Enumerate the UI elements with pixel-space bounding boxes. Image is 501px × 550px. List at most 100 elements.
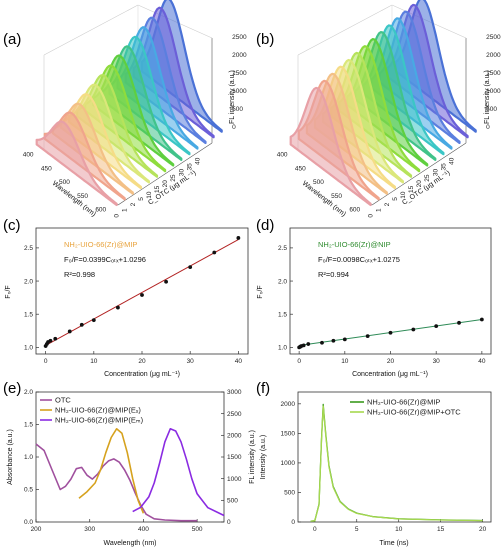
intensity-tick: 0: [232, 124, 236, 131]
y2-tick-label: 1000: [227, 476, 242, 483]
fit-line: [45, 239, 239, 346]
x-tick-label: 20: [479, 526, 487, 533]
spectrum-ridge-0: [35, 120, 118, 207]
panel-c-x-axis-label: Concentration (μg mL⁻¹): [104, 371, 180, 378]
panel-a-3d-chart: 4004505005506000125101520253035400500100…: [23, 0, 247, 218]
panel-b-ticks: 4004505005506000125101520253035400500100…: [277, 34, 501, 217]
x-tick-label: 10: [395, 526, 403, 533]
series-line-1: [78, 428, 145, 514]
wavelength-tick: 600: [349, 207, 360, 214]
wavelength-tick: 500: [59, 179, 70, 186]
panel-f-plot-frame: [297, 391, 492, 523]
data-point: [53, 336, 58, 341]
panel-c-r-squared: R²=0.998: [64, 270, 95, 279]
x-tick-label: 40: [478, 358, 486, 365]
data-point: [164, 279, 168, 284]
data-point: [116, 305, 120, 310]
intensity-tick: 0: [486, 124, 490, 131]
concentration-tick: 15: [408, 185, 415, 193]
data-point: [140, 293, 144, 297]
y-tick-label: 1500: [281, 431, 296, 438]
panel-c-material-label: NH₂-UIO-66(Zr)@MIP: [64, 240, 137, 249]
data-point: [434, 324, 439, 329]
series-line-0: [35, 443, 198, 522]
wavelength-tick: 600: [95, 207, 106, 214]
concentration-tick: 30: [178, 168, 185, 176]
panel-label-f: (f): [256, 380, 270, 397]
panel-d-calibration-chart: 0 10 20 30 40 1.0 1.5 2.0 2.5 NH₂-UIO-66(Zr)@NIP…: [257, 227, 492, 378]
panel-c-calibration-chart: 0 10 20 30 40 1.0 1.5 2.0 2.5 NH₂-UIO-66(Zr)@MIP…: [5, 227, 249, 378]
data-point: [79, 322, 84, 327]
x-tick-label: 30: [187, 358, 195, 365]
decay-curve-0: [310, 403, 483, 522]
decay-curve-1: [310, 405, 483, 522]
x-tick-label: 20: [387, 358, 395, 365]
y2-tick-label: 2000: [227, 433, 242, 440]
concentration-tick: 5: [138, 197, 145, 201]
y-tick-label: 0: [291, 519, 295, 526]
panel-a-spectra: [35, 0, 223, 207]
panel-e-ticks: 200 300 400 500 0.0 0.5 1.0 1.5 2.0 0 500 1000 1500 2…: [24, 389, 242, 533]
panel-e-x-axis-label: Wavelength (nm): [103, 540, 156, 547]
concentration-tick: 25: [170, 174, 177, 182]
concentration-tick: 2: [130, 202, 137, 206]
panel-f-y-axis-label: Intensity (a.u.): [260, 435, 267, 479]
legend-label: NH₂-UIO-66(Zr)@MIP: [367, 398, 440, 407]
legend-label: OTC: [55, 396, 71, 405]
panel-label-b: (b): [256, 31, 274, 48]
panel-c-equation: F₀/F=0.0399Cₒₜₓ+1.0296: [64, 255, 146, 264]
concentration-tick: 0: [114, 214, 121, 218]
data-point: [188, 265, 193, 270]
concentration-tick: 15: [154, 185, 161, 193]
panel-b-frame: [297, 4, 467, 206]
y2-tick-label: 2500: [227, 411, 242, 418]
panel-label-a: (a): [3, 31, 21, 48]
y-tick-label: 2.0: [24, 389, 33, 396]
intensity-tick: 1500: [232, 70, 247, 77]
panel-c-ticks: 0 10 20 30 40 1.0 1.5 2.0 2.5: [24, 245, 242, 365]
data-point: [306, 342, 311, 346]
panel-a-ticks: 4004505005506000125101520253035400500100…: [23, 34, 247, 217]
x-tick-label: 20: [138, 358, 146, 365]
wavelength-tick: 550: [331, 193, 342, 200]
concentration-tick: 40: [448, 157, 455, 165]
data-point: [388, 330, 393, 335]
data-point: [342, 337, 347, 342]
y-tick-label: 2.0: [278, 278, 287, 285]
concentration-tick: 20: [162, 180, 169, 188]
wavelength-tick: 500: [313, 179, 324, 186]
panel-f-x-axis-label: Time (ns): [379, 540, 408, 547]
panel-d-x-axis-label: Concentration (μg mL⁻¹): [352, 371, 428, 378]
spectrum-ridge-0: [289, 86, 372, 207]
wavelength-tick: 400: [23, 152, 34, 159]
intensity-tick: 2500: [486, 34, 501, 41]
wavelength-tick: 450: [295, 165, 306, 172]
x-tick-label: 0: [44, 358, 48, 365]
panel-e-spectra-chart: 200 300 400 500 0.0 0.5 1.0 1.5 2.0 0 500 1000 1500 2…: [7, 389, 256, 547]
concentration-tick: 10: [400, 191, 407, 199]
legend-label: NH₂-UIO-66(Zr)@MIP(Eₓ): [55, 406, 141, 415]
y2-tick-label: 500: [227, 498, 238, 505]
y-tick-label: 1000: [281, 460, 296, 467]
data-point: [365, 334, 370, 338]
concentration-tick: 30: [432, 168, 439, 176]
panel-c-marks: [43, 236, 241, 348]
concentration-tick: 35: [440, 163, 447, 171]
x-tick-label: 15: [437, 526, 445, 533]
x-tick-label: 500: [192, 526, 203, 533]
concentration-tick: 40: [194, 157, 201, 165]
panel-e-y-axis-label: Absorbance (a.u.): [7, 429, 14, 485]
y-tick-label: 0.0: [24, 519, 33, 526]
x-tick-label: 30: [433, 358, 441, 365]
wavelength-tick: 400: [277, 152, 288, 159]
panel-f-ticks: 0 5 10 15 20 0 500 1000 1500 2000: [281, 401, 487, 533]
x-tick-label: 10: [90, 358, 98, 365]
y-tick-label: 1.0: [24, 454, 33, 461]
y-tick-label: 2.5: [24, 245, 33, 252]
data-point: [479, 317, 484, 322]
panel-d-marks: [297, 317, 484, 350]
panel-e-marks: [35, 428, 225, 522]
y-tick-label: 0.5: [24, 487, 33, 494]
panel-label-c: (c): [3, 217, 21, 234]
